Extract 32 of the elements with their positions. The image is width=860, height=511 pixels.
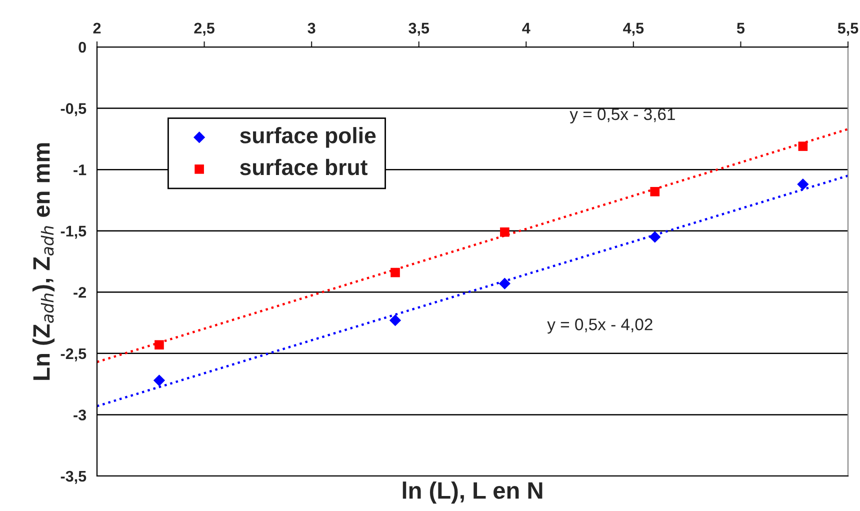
point (797, 178, 809, 190)
x-tick-label: 5,5 (838, 22, 858, 36)
point (649, 231, 661, 243)
point (154, 340, 164, 350)
x-axis-title: ln (L), L en N (402, 482, 542, 504)
y-tick-label: -0,5 (60, 103, 86, 116)
point (153, 374, 166, 386)
x-tick-label: 2,5 (194, 22, 214, 36)
point (500, 227, 510, 237)
y-axis-title: Ln (Z$_{adh}$), Z$_{adh}$ en mm (32, 143, 55, 380)
x-tick-label: 4 (522, 22, 530, 34)
y-tick-label: -2 (74, 287, 86, 298)
x-tick-label: 4,5 (623, 22, 644, 36)
legend-label: surface polie (240, 127, 376, 148)
point (498, 278, 510, 290)
y-tick-label: -3 (74, 410, 86, 420)
y-tick-label: -3,5 (60, 470, 86, 484)
x-tick-label: 3 (308, 22, 316, 34)
point (390, 268, 400, 278)
point (798, 142, 808, 151)
y-tick-label: -2,5 (60, 348, 86, 362)
annotation: y = 0,5x - 3,61 (570, 108, 675, 124)
y-tick-label: -1 (74, 164, 86, 176)
annotation: y = 0,5x - 4,02 (547, 318, 652, 334)
y-tick-label: -1,5 (60, 226, 86, 239)
point (650, 186, 660, 196)
x-tick-label: 5 (736, 22, 745, 34)
legend-label: surface brut (240, 158, 368, 176)
point (389, 314, 402, 326)
x-tick-label: 2 (93, 22, 101, 34)
y-tick-label: 0 (78, 42, 86, 53)
x-tick-label: 3,5 (408, 22, 430, 36)
